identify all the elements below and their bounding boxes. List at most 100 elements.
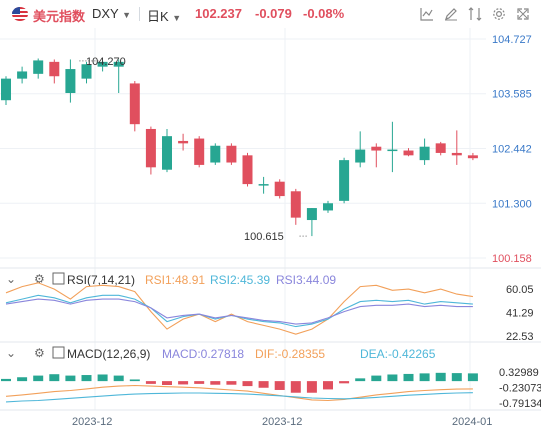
candle-body[interactable] <box>451 152 462 156</box>
x-axis-tick: 2024-01 <box>452 416 492 428</box>
macd-histogram-bar <box>33 375 44 382</box>
macd-histogram-bar <box>355 378 366 382</box>
macd-histogram-bar <box>387 374 398 382</box>
rsi-legend-rsi3: RSI3:44.09 <box>276 273 336 287</box>
price-axis-tick: 104.727 <box>492 34 532 46</box>
candle-body[interactable] <box>242 155 253 185</box>
period-text: 日K <box>147 9 169 24</box>
candle-body[interactable] <box>371 146 382 151</box>
candle-body[interactable] <box>355 149 366 163</box>
macd-histogram-bar <box>242 381 253 387</box>
gear-icon[interactable]: ⚙ <box>34 272 45 286</box>
x-axis-tick: 2023-12 <box>262 416 302 428</box>
fullscreen-button[interactable] <box>514 5 532 23</box>
candle-body[interactable] <box>258 184 269 186</box>
period-selector[interactable]: 日K ▼ <box>147 6 181 25</box>
candle-body[interactable] <box>113 61 124 67</box>
rsi-line-rsi1 <box>5 282 473 335</box>
instrument-code[interactable]: DXY ▼ <box>92 6 131 21</box>
candle-body[interactable] <box>194 138 205 165</box>
settings-button[interactable] <box>490 5 508 23</box>
rsi-line-rsi2 <box>5 294 473 328</box>
candle-body[interactable] <box>129 83 140 125</box>
macd-histogram-bar <box>17 377 28 382</box>
macd-histogram-bar <box>226 381 237 385</box>
chevron-down-icon: ▼ <box>172 13 182 23</box>
candle-body[interactable] <box>178 140 189 144</box>
last-price: 102.237 <box>195 6 242 21</box>
line-chart-icon <box>420 8 433 21</box>
price-change-pct: -0.08% <box>303 6 345 21</box>
candle-body[interactable] <box>387 149 398 152</box>
candle-body[interactable] <box>435 143 446 153</box>
macd-histogram-bar <box>97 374 108 382</box>
macd-histogram-bar <box>162 381 172 385</box>
macd-histogram-bar <box>323 381 333 390</box>
candle-body[interactable] <box>33 60 44 74</box>
macd-histogram-bar <box>145 381 156 384</box>
candle-body[interactable] <box>145 128 156 168</box>
macd-histogram-bar <box>274 381 285 390</box>
high-price-label: 104.270 <box>86 56 126 68</box>
macd-histogram-bar <box>210 381 221 385</box>
macd-axis-tick: -0.23073 <box>499 383 541 395</box>
collapse-icon[interactable]: ⌄ <box>6 272 16 286</box>
candle-body[interactable] <box>323 203 333 211</box>
instrument-code-text: DXY <box>92 6 119 21</box>
candle-body[interactable] <box>17 71 28 79</box>
collapse-icon[interactable]: ⌄ <box>6 346 16 360</box>
instrument-name: 美元指数 <box>33 9 86 24</box>
macd-line-dif <box>5 384 473 402</box>
x-axis-tick: 2023-12 <box>72 416 112 428</box>
candle-body[interactable] <box>419 146 430 161</box>
price-axis-tick: 102.442 <box>492 144 532 156</box>
macd-legend-macd: MACD:0.27818 <box>162 347 244 361</box>
rsi-axis-tick: 22.53 <box>506 331 534 343</box>
candle-body[interactable] <box>210 145 221 163</box>
candle-body[interactable] <box>65 69 76 94</box>
rsi-axis-tick: 41.29 <box>506 308 534 320</box>
candle-body[interactable] <box>97 61 108 67</box>
checkbox-icon[interactable] <box>52 346 65 359</box>
chart-header: 美元指数 DXY ▼ 日K ▼ 102.237 -0.079 -0.08% <box>0 0 541 28</box>
candle-body[interactable] <box>49 61 60 77</box>
macd-legend-dif: DIF:-0.28355 <box>255 347 325 361</box>
candle-body[interactable] <box>467 155 478 159</box>
chevron-down-icon: ▼ <box>122 10 132 20</box>
compare-button[interactable] <box>466 5 484 23</box>
checkbox-icon[interactable] <box>52 272 65 285</box>
candle-body[interactable] <box>403 150 414 156</box>
macd-histogram-bar <box>467 373 478 382</box>
candle-body[interactable] <box>274 181 285 197</box>
macd-histogram-bar <box>113 375 124 382</box>
price-axis-tick: 103.585 <box>492 89 532 101</box>
macd-histogram-bar <box>178 381 189 385</box>
header-divider <box>139 7 140 21</box>
macd-histogram-bar <box>290 381 301 393</box>
rsi-legend-rsi1: RSI1:48.91 <box>145 273 205 287</box>
macd-histogram-bar <box>339 381 350 384</box>
pencil-icon <box>445 8 457 21</box>
candle-body[interactable] <box>81 64 92 79</box>
rsi-line-rsi3 <box>5 298 473 325</box>
candle-body[interactable] <box>339 160 350 201</box>
candle-body[interactable] <box>306 208 317 221</box>
macd-histogram-bar <box>258 381 269 388</box>
rsi-axis-tick: 60.05 <box>506 284 534 296</box>
price-change: -0.079 <box>255 6 292 21</box>
candle-body[interactable] <box>290 191 301 218</box>
candle-body[interactable] <box>1 78 11 101</box>
candle-body[interactable] <box>226 145 237 163</box>
low-price-label: 100.615 <box>244 231 284 243</box>
macd-histogram-bar <box>403 373 414 382</box>
candle-body[interactable] <box>162 136 172 170</box>
rsi-legend-rsi2: RSI2:45.39 <box>210 273 270 287</box>
compare-arrows-icon <box>468 7 482 21</box>
price-axis-tick: 101.300 <box>492 198 532 210</box>
gear-icon[interactable]: ⚙ <box>34 346 45 360</box>
macd-axis-tick: 0.32989 <box>499 367 539 379</box>
draw-tools-button[interactable] <box>442 5 460 23</box>
indicator-settings-button[interactable] <box>418 5 436 23</box>
